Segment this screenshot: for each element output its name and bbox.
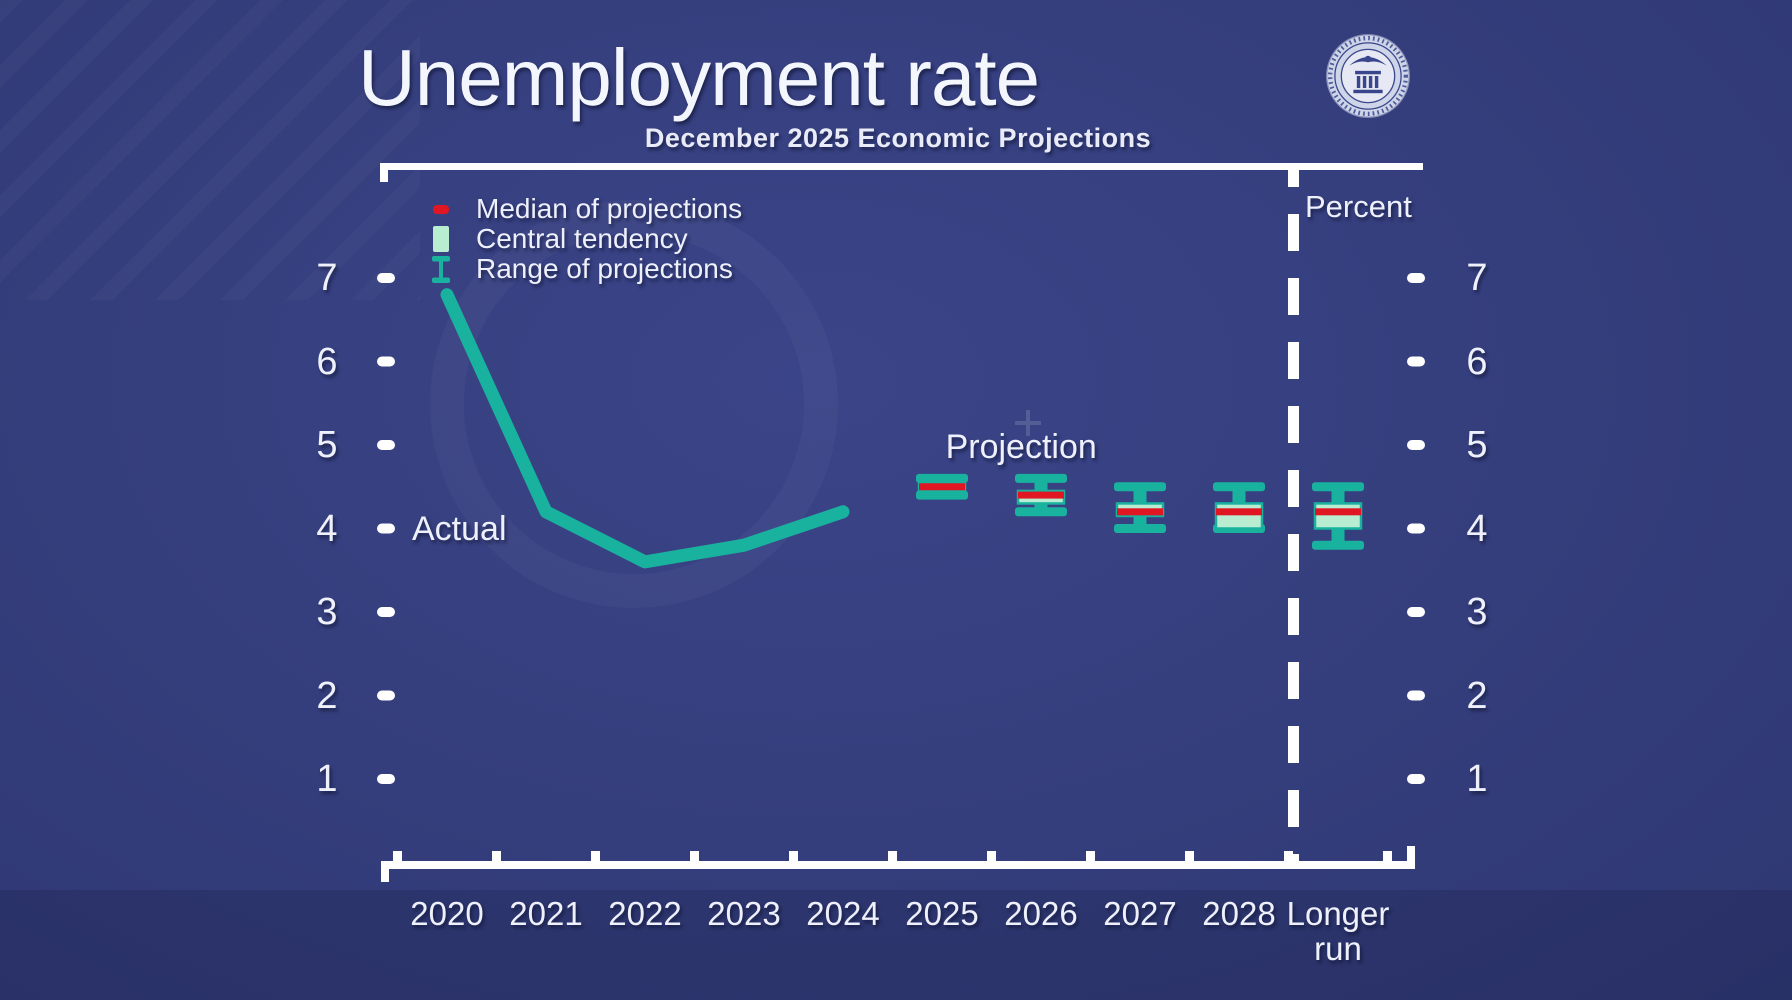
legend-item-2: Range of projections bbox=[430, 253, 733, 284]
projection-marker-2025 bbox=[916, 473, 968, 500]
x-axis-year-tick bbox=[789, 851, 798, 861]
legend-item-1: Central tendency bbox=[430, 223, 688, 254]
central-tendency-box bbox=[1214, 502, 1264, 530]
median-bar bbox=[1117, 508, 1163, 516]
x-category-label-2028: 2028 bbox=[1202, 895, 1276, 932]
y-tick-left-6 bbox=[377, 356, 395, 367]
range-bottom-cap bbox=[916, 490, 968, 500]
y-tick-right-5 bbox=[1407, 440, 1425, 450]
y-tick-label-left-6: 6 bbox=[316, 340, 338, 383]
y-tick-left-2 bbox=[377, 690, 395, 701]
x-category-label-2020: 2020 bbox=[410, 895, 484, 932]
plot-top-left-tick bbox=[380, 170, 388, 182]
range-top-cap bbox=[1015, 473, 1067, 483]
y-tick-label-right-2: 2 bbox=[1466, 674, 1488, 717]
y-tick-left-3 bbox=[377, 607, 395, 617]
projection-section-label: Projection bbox=[945, 428, 1097, 466]
x-axis-year-tick bbox=[591, 851, 600, 861]
x-axis-year-tick bbox=[1086, 851, 1095, 861]
y-tick-label-right-3: 3 bbox=[1466, 591, 1488, 633]
y-tick-label-right-7: 7 bbox=[1466, 257, 1488, 299]
seal-building bbox=[1353, 89, 1383, 94]
y-tick-left-1 bbox=[377, 774, 395, 784]
x-category-label-longer-run: Longer run bbox=[1286, 895, 1390, 967]
x-axis-year-tick bbox=[1383, 851, 1392, 861]
range-top-cap bbox=[916, 473, 968, 483]
x-axis-year-tick bbox=[1185, 851, 1194, 861]
central-tendency-swatch-icon bbox=[433, 226, 449, 252]
y-tick-right-7 bbox=[1407, 273, 1425, 283]
x-axis-year-tick bbox=[492, 851, 501, 861]
range-top-cap bbox=[1213, 482, 1265, 492]
range-bottom-cap bbox=[1015, 507, 1067, 517]
y-tick-label-right-4: 4 bbox=[1466, 507, 1488, 550]
y-tick-label-right-1: 1 bbox=[1466, 758, 1488, 800]
legend-item-label: Median of projections bbox=[476, 193, 743, 224]
x-axis-year-tick bbox=[393, 851, 402, 861]
range-bottom-cap bbox=[1312, 540, 1364, 550]
y-tick-right-3 bbox=[1407, 607, 1425, 617]
median-swatch-icon bbox=[433, 204, 449, 214]
projection-marker-2026 bbox=[1015, 473, 1067, 517]
x-category-label-2022: 2022 bbox=[608, 895, 682, 932]
y-tick-right-1 bbox=[1407, 774, 1425, 784]
projection-marker-2027 bbox=[1114, 482, 1166, 533]
y-tick-label-right-5: 5 bbox=[1466, 424, 1488, 466]
y-tick-right-6 bbox=[1407, 356, 1425, 367]
y-tick-label-left-2: 2 bbox=[316, 674, 338, 717]
x-category-label-2026: 2026 bbox=[1004, 895, 1078, 932]
y-tick-label-left-5: 5 bbox=[316, 424, 338, 466]
y-tick-left-4 bbox=[377, 523, 395, 534]
x-category-label-2027: 2027 bbox=[1103, 895, 1177, 932]
percent-unit-label: Percent bbox=[1305, 189, 1412, 224]
x-category-label-2021: 2021 bbox=[509, 895, 583, 932]
y-tick-label-left-1: 1 bbox=[316, 758, 338, 800]
federal-reserve-seal bbox=[1326, 34, 1410, 118]
x-axis-year-tick bbox=[987, 851, 996, 861]
y-tick-left-5 bbox=[377, 440, 395, 450]
median-bar bbox=[919, 483, 965, 491]
median-bar bbox=[1216, 508, 1262, 516]
y-tick-right-2 bbox=[1407, 690, 1425, 701]
legend-item-0: Median of projections bbox=[430, 193, 743, 224]
central-tendency-box bbox=[1313, 502, 1363, 530]
chart-title: Unemployment rate bbox=[358, 33, 1040, 122]
y-tick-left-7 bbox=[377, 273, 395, 283]
y-tick-right-4 bbox=[1407, 523, 1425, 534]
x-category-label-2023: 2023 bbox=[707, 895, 781, 932]
y-tick-label-left-3: 3 bbox=[316, 591, 338, 633]
x-axis-left-end-tick bbox=[381, 869, 389, 882]
chart-subtitle: December 2025 Economic Projections bbox=[644, 123, 1152, 153]
range-bottom-cap bbox=[1114, 524, 1166, 533]
y-tick-label-left-4: 4 bbox=[316, 507, 338, 550]
x-axis-year-tick bbox=[690, 851, 699, 861]
x-category-label-2025: 2025 bbox=[905, 895, 979, 932]
projection-marker-longer-run bbox=[1312, 482, 1364, 550]
legend-item-label: Range of projections bbox=[476, 253, 733, 284]
y-tick-label-left-7: 7 bbox=[316, 257, 338, 299]
median-bar bbox=[1018, 491, 1064, 499]
actual-series-label: Actual bbox=[412, 509, 507, 548]
plot-top-border bbox=[380, 163, 1423, 170]
x-category-label-2024: 2024 bbox=[806, 895, 880, 932]
x-axis-right-end-tick bbox=[1407, 846, 1415, 861]
x-axis-year-tick bbox=[888, 851, 897, 861]
median-bar bbox=[1315, 508, 1361, 516]
projection-marker-2028 bbox=[1213, 482, 1265, 533]
range-top-cap bbox=[1312, 482, 1364, 492]
actual-unemployment-line bbox=[440, 288, 850, 569]
legend-item-label: Central tendency bbox=[476, 223, 688, 254]
y-tick-label-right-6: 6 bbox=[1466, 340, 1488, 383]
range-ibeam-swatch-icon bbox=[432, 255, 450, 283]
x-axis-baseline bbox=[381, 861, 1415, 869]
range-top-cap bbox=[1114, 482, 1166, 492]
